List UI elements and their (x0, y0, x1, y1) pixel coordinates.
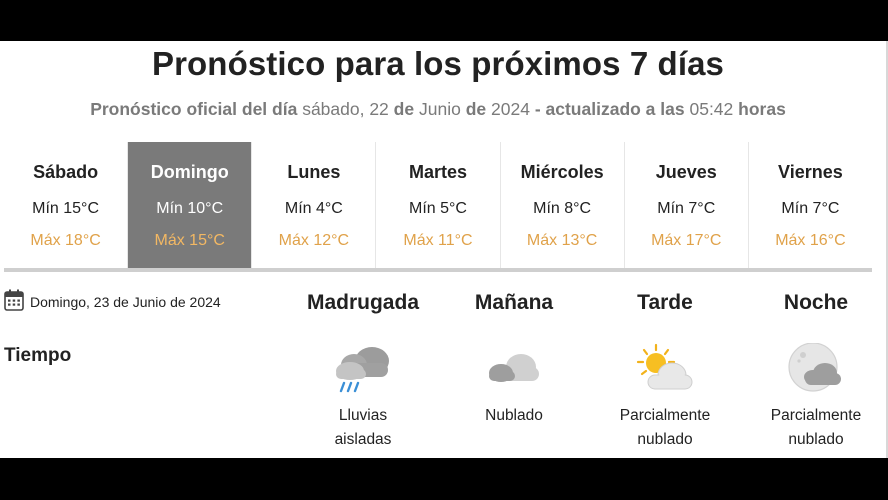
period-name: Tarde (637, 291, 693, 314)
subtitle-month: Junio (418, 99, 461, 119)
period-noche: Noche Parcialmente nublado (736, 291, 888, 452)
page-title: Pronóstico para los próximos 7 días (152, 45, 724, 82)
period-description: Lluvias aisladas (283, 404, 443, 452)
period-description: Nublado (434, 404, 594, 428)
cloud-icon (483, 343, 545, 395)
day-tab-lunes[interactable]: Lunes Mín 4°C Máx 12°C (252, 142, 377, 268)
subtitle-hours: horas (738, 99, 786, 119)
row-label-tiempo: Tiempo (4, 345, 72, 366)
min-temp: Mín 8°C (533, 200, 592, 217)
day-name: Sábado (33, 162, 99, 182)
period-manana: Mañana Nublado (434, 291, 594, 428)
max-temp: Máx 18°C (30, 232, 101, 249)
period-tarde: Tarde Parcialmente nublado (585, 291, 745, 452)
subtitle-date: sábado, 22 (302, 99, 389, 119)
period-description: Parcialmente nublado (736, 404, 888, 452)
max-temp: Máx 12°C (278, 232, 350, 249)
min-temp: Mín 5°C (409, 200, 467, 217)
detail-date-text: Domingo, 23 de Junio de 2024 (30, 293, 221, 310)
day-name: Martes (408, 162, 467, 182)
min-temp: Mín 15°C (32, 200, 99, 217)
calendar-icon (4, 289, 24, 314)
subtitle-de: de (465, 99, 487, 119)
period-name: Madrugada (306, 291, 419, 314)
sun-cloud-icon (634, 343, 696, 395)
day-tabs: Sábado Mín 15°C Máx 18°C Domingo Mín 10°… (4, 142, 872, 272)
day-name: Miércoles (520, 162, 604, 182)
forecast-panel: Pronóstico para los próximos 7 días Pron… (0, 41, 888, 458)
day-tab-jueves[interactable]: Jueves Mín 7°C Máx 17°C (625, 142, 749, 268)
description-line: Parcialmente (619, 407, 711, 424)
detail-date: Domingo, 23 de Junio de 2024 (4, 289, 221, 314)
description-line: nublado (788, 431, 844, 448)
day-name: Lunes (287, 162, 341, 182)
min-temp: Mín 10°C (156, 200, 224, 217)
max-temp: Máx 17°C (651, 232, 722, 249)
day-name: Domingo (150, 162, 229, 182)
min-temp: Mín 4°C (284, 200, 343, 217)
max-temp: Máx 16°C (775, 232, 846, 249)
day-tab-sabado[interactable]: Sábado Mín 15°C Máx 18°C (4, 142, 129, 268)
moon-cloud-icon (785, 342, 847, 395)
max-temp: Máx 15°C (154, 232, 225, 249)
subtitle-prefix: Pronóstico oficial del día (90, 99, 298, 119)
description-line: Lluvias (338, 407, 388, 424)
description-line: Parcialmente (770, 407, 862, 424)
description-line: Nublado (485, 407, 543, 424)
min-temp: Mín 7°C (657, 200, 716, 217)
period-description: Parcialmente nublado (585, 404, 745, 452)
period-name: Mañana (474, 291, 554, 314)
day-tab-miercoles[interactable]: Miércoles Mín 8°C Máx 13°C (501, 142, 625, 268)
max-temp: Máx 13°C (526, 232, 598, 249)
subtitle-year: 2024 (491, 99, 530, 119)
day-tab-domingo[interactable]: Domingo Mín 10°C Máx 15°C (128, 142, 253, 268)
rain-cloud-icon (332, 343, 394, 395)
min-temp: Mín 7°C (781, 200, 840, 217)
day-tab-martes[interactable]: Martes Mín 5°C Máx 11°C (376, 142, 501, 268)
period-madrugada: Madrugada Lluvias aisladas (283, 291, 443, 452)
max-temp: Máx 11°C (403, 232, 473, 249)
description-line: aisladas (334, 431, 392, 448)
subtitle-de: de (393, 99, 415, 119)
period-name: Noche (783, 291, 849, 314)
day-tab-viernes[interactable]: Viernes Mín 7°C Máx 16°C (749, 142, 872, 268)
description-line: nublado (637, 431, 693, 448)
subtitle-time: 05:42 (689, 99, 734, 119)
page-subtitle: Pronóstico oficial del día sábado, 22 de… (0, 99, 876, 120)
day-name: Viernes (778, 162, 843, 182)
day-name: Jueves (655, 162, 717, 182)
subtitle-updated: - actualizado a las (534, 99, 685, 119)
